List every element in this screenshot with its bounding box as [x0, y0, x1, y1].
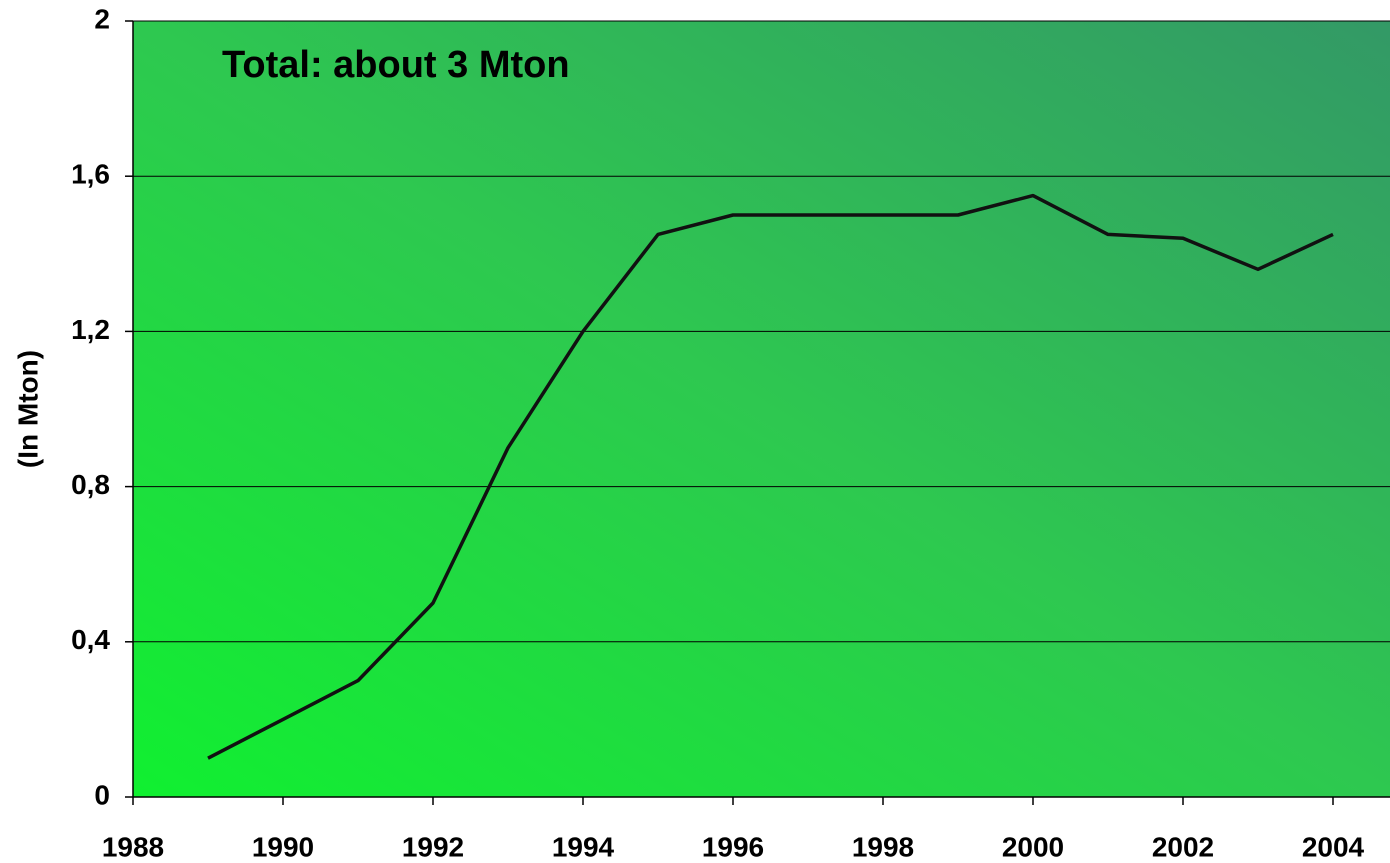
x-tick-label: 1994 [552, 831, 615, 862]
y-tick-label: 0,4 [71, 624, 110, 655]
x-tick-label: 2002 [1152, 831, 1214, 862]
y-tick-label: 1,6 [71, 159, 110, 190]
x-tick-label: 2000 [1002, 831, 1064, 862]
y-tick-label: 0,8 [71, 469, 110, 500]
y-tick-label: 1,2 [71, 314, 110, 345]
x-tick-label: 1988 [102, 831, 164, 862]
plot-area [133, 21, 1390, 797]
y-axis-title: (In Mton) [12, 350, 43, 468]
x-tick-label: 1998 [852, 831, 914, 862]
y-tick-label: 2 [94, 3, 110, 34]
y-tick-label: 0 [94, 779, 110, 810]
x-tick-label: 2004 [1302, 831, 1365, 862]
line [207, 193, 1334, 760]
x-tick-label: 1992 [402, 831, 464, 862]
annotation: Total: about 3 Mton [222, 44, 570, 86]
x-tick-label: 1990 [252, 831, 314, 862]
x-tick-label: 1996 [702, 831, 764, 862]
